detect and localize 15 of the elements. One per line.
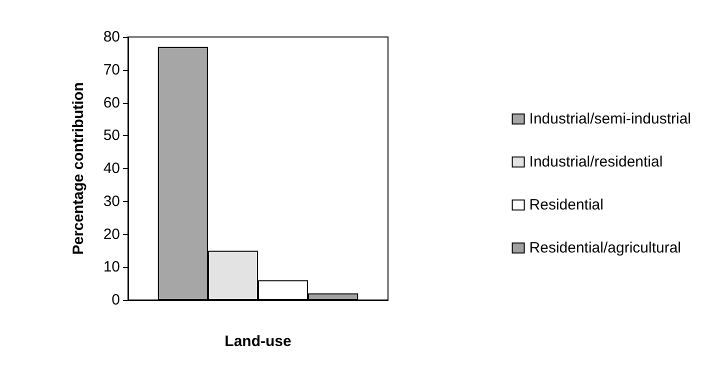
y-tick-label: 70: [103, 61, 120, 78]
y-tick-label: 80: [103, 28, 120, 46]
x-axis-title: Land-use: [224, 333, 292, 350]
y-tick-label: 60: [103, 94, 120, 112]
y-tick-label: 20: [103, 226, 120, 243]
legend-label: Residential: [529, 196, 604, 214]
legend-label: Industrial/semi-industrial: [529, 110, 692, 128]
y-tick-label: 10: [103, 258, 120, 276]
y-tick-label: 40: [103, 160, 120, 177]
legend-label: Residential/agricultural: [529, 240, 682, 256]
y-tick-label: 30: [103, 192, 120, 210]
y-tick-label: 50: [103, 127, 120, 144]
y-tick-label: 0: [112, 292, 120, 308]
y-axis-title: Percentage contribution: [70, 82, 87, 255]
legend-label: Industrial/residential: [529, 154, 663, 170]
